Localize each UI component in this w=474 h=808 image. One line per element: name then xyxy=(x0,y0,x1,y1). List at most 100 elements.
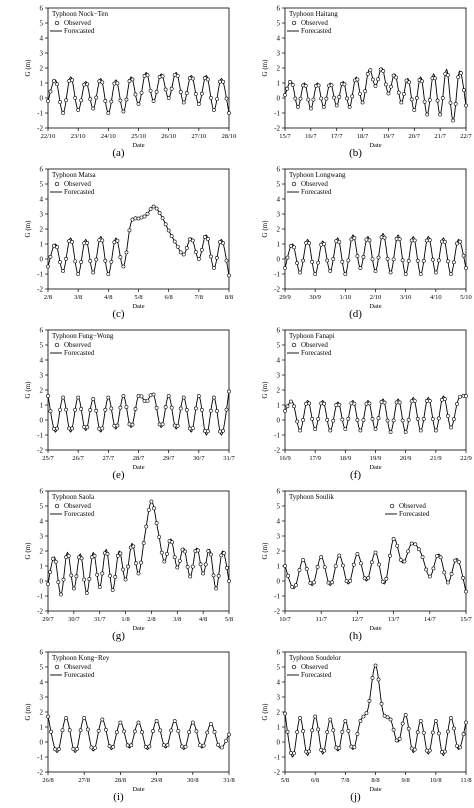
forecasted-line xyxy=(284,232,467,275)
observed-point xyxy=(218,79,222,84)
observed-point xyxy=(61,395,65,400)
x-tick-label: 28/8 xyxy=(115,777,127,784)
observed-point xyxy=(296,105,300,109)
observed-point xyxy=(184,91,189,96)
x-tick-label: 29/8 xyxy=(151,777,163,784)
observed-point xyxy=(123,577,128,582)
observed-point xyxy=(58,407,62,412)
observed-point xyxy=(295,261,299,265)
observed-point xyxy=(55,426,59,431)
x-tick-label: 3/8 xyxy=(74,294,82,301)
observed-point xyxy=(145,73,150,78)
observed-point xyxy=(329,83,334,88)
observed-point xyxy=(104,727,108,732)
observed-point xyxy=(285,729,290,734)
observed-point xyxy=(95,572,100,577)
observed-point xyxy=(221,79,225,84)
observed-point xyxy=(94,95,99,100)
observed-point xyxy=(109,406,114,411)
observed-point xyxy=(418,272,423,276)
x-tick-label: 1/8 xyxy=(121,616,129,623)
observed-point xyxy=(109,259,114,264)
legend-forecasted-label: Forecasted xyxy=(64,510,95,518)
observed-point xyxy=(346,729,351,733)
x-tick-label: 10/8 xyxy=(430,777,442,784)
observed-point xyxy=(346,416,351,421)
chart-panel: -2 -1 0 1 2 3 4 5 6 26/8 27/8 28/8 29/8 30/8 31/8 Date G… xyxy=(0,644,237,805)
observed-point xyxy=(51,556,55,561)
observed-point xyxy=(322,401,327,406)
chart-svg: -2 -1 0 1 2 3 4 5 6 22/10 23/10 24/10 25/10 26/10 27/1… xyxy=(24,5,236,150)
observed-point xyxy=(160,422,165,427)
observed-point xyxy=(391,727,396,732)
observed-point xyxy=(118,98,123,103)
observed-point xyxy=(289,243,293,248)
x-tick-label: 29/7 xyxy=(42,616,54,623)
observed-point xyxy=(113,574,118,579)
observed-point xyxy=(176,729,181,733)
observed-point xyxy=(424,399,429,403)
observed-point xyxy=(337,402,342,407)
observed-point xyxy=(306,97,311,102)
x-tick-label: 31/8 xyxy=(223,777,235,784)
observed-point xyxy=(449,716,453,720)
observed-point xyxy=(224,738,228,743)
x-tick-label: 27/8 xyxy=(78,777,90,784)
legend-observed-label: Observed xyxy=(64,180,91,188)
chart-svg: -2 -1 0 1 2 3 4 5 6 29/9 30/9 1/10 2/10 3/10 4/10 5/10 D… xyxy=(261,166,472,311)
observed-point xyxy=(151,99,156,103)
observed-point xyxy=(316,260,321,265)
observed-point xyxy=(435,554,439,558)
observed-point xyxy=(124,250,129,255)
observed-point xyxy=(452,417,456,422)
observed-point xyxy=(433,719,438,723)
legend-forecasted-label: Forecasted xyxy=(64,671,95,679)
observed-point xyxy=(146,508,151,512)
x-tick-label: 11/8 xyxy=(460,777,471,784)
observed-point xyxy=(427,238,432,243)
observed-point xyxy=(400,418,405,423)
observed-point xyxy=(304,401,309,406)
x-tick-label: 18/7 xyxy=(357,133,369,140)
observed-point xyxy=(347,105,352,109)
observed-point xyxy=(407,80,412,85)
observed-point xyxy=(364,401,369,406)
legend-observed-marker xyxy=(54,342,60,348)
observed-point xyxy=(198,743,202,748)
observed-point xyxy=(332,95,337,100)
observed-point xyxy=(438,555,443,560)
observed-point xyxy=(46,264,50,269)
observed-point xyxy=(388,717,393,722)
observed-point xyxy=(58,100,62,105)
observed-point xyxy=(349,237,354,242)
observed-point xyxy=(85,240,90,245)
observed-point xyxy=(310,417,315,421)
chart-title: Typhoon Matsa xyxy=(52,171,97,179)
observed-point xyxy=(115,553,120,558)
observed-point xyxy=(161,743,166,748)
observed-point xyxy=(215,256,219,260)
observed-point xyxy=(118,255,123,260)
observed-point xyxy=(154,521,159,526)
observed-point xyxy=(337,94,342,99)
observed-point xyxy=(310,259,315,264)
observed-point xyxy=(67,78,72,83)
observed-point xyxy=(118,551,123,556)
y-tick-label: 1 xyxy=(277,563,281,571)
observed-point xyxy=(58,260,62,265)
observed-point xyxy=(334,403,339,407)
observed-point xyxy=(190,564,195,569)
observed-point xyxy=(285,404,290,409)
y-tick-label: -1 xyxy=(37,593,43,601)
x-tick-label: 17/9 xyxy=(309,455,321,462)
observed-point xyxy=(418,428,423,433)
observed-point xyxy=(328,269,333,273)
y-tick-label: 4 xyxy=(40,357,44,365)
legend-observed-marker xyxy=(291,181,297,187)
observed-point xyxy=(355,552,360,556)
y-tick-label: 6 xyxy=(277,327,281,335)
legend-observed-label: Observed xyxy=(301,663,328,671)
observed-point xyxy=(415,416,420,421)
observed-point xyxy=(70,426,75,431)
x-axis-label: Date xyxy=(132,303,144,310)
